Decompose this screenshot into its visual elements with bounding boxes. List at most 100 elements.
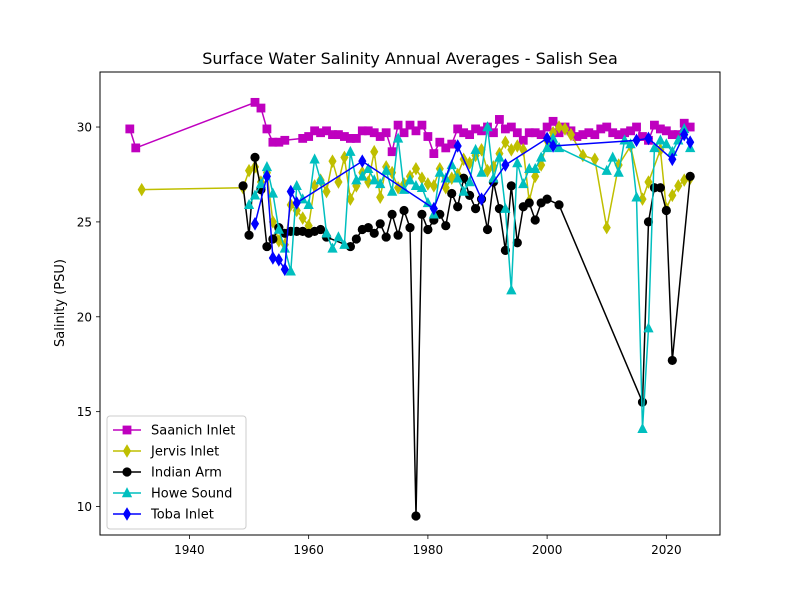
indian-arm-point: [447, 188, 457, 199]
howe-sound-point: [333, 231, 344, 242]
howe-sound-point: [309, 153, 320, 164]
toba-inlet-point: [268, 251, 277, 265]
howe-sound-point: [536, 151, 547, 162]
toba-inlet-point: [680, 127, 689, 142]
howe-sound-point: [434, 166, 445, 177]
legend-item-howe-sound: Howe Sound: [113, 487, 232, 502]
indian-arm-point: [500, 245, 510, 255]
jervis-inlet-point: [137, 182, 146, 197]
saanich-inlet-point: [590, 130, 600, 140]
toba-inlet-point: [262, 169, 271, 184]
toba-inlet-point: [668, 152, 677, 167]
howe-sound-point: [267, 187, 279, 198]
saanich-inlet-point: [423, 132, 433, 141]
indian-arm-point: [268, 234, 278, 244]
jervis-inlet-point: [429, 179, 438, 193]
toba-inlet-point: [644, 131, 653, 146]
toba-inlet-point: [501, 158, 510, 172]
howe-sound-point: [607, 151, 618, 162]
saanich-inlet-point: [125, 124, 135, 134]
saanich-inlet-point: [465, 130, 475, 140]
howe-sound-point: [345, 145, 356, 156]
indian-arm-point: [482, 224, 493, 235]
howe-sound-point: [375, 178, 386, 189]
howe-sound-point: [643, 322, 654, 333]
legend-box: [106, 415, 247, 530]
indian-arm-point: [405, 222, 415, 233]
howe-sound-point: [464, 176, 475, 187]
saanich-inlet-point: [351, 134, 361, 143]
howe-sound-point: [494, 151, 505, 162]
legend-label: Saanich Inlet: [151, 424, 235, 439]
toba-inlet-point: [453, 139, 462, 153]
howe-sound-point: [500, 202, 511, 213]
howe-sound-point: [530, 162, 541, 173]
jervis-inlet-point: [441, 180, 450, 195]
saanich-inlet-point: [602, 122, 612, 132]
jervis-inlet-point: [566, 127, 576, 142]
toba-inlet-point: [543, 131, 552, 146]
legend-marker: [122, 507, 132, 521]
jervis-inlet-point: [507, 143, 516, 157]
indian-arm-point: [387, 209, 397, 219]
saanich-inlet-point: [489, 128, 498, 138]
howe-sound-point: [541, 142, 553, 153]
howe-sound-point: [303, 198, 314, 210]
jervis-inlet-point: [244, 163, 254, 178]
series-indian-arm: [238, 152, 695, 521]
legend-item-jervis-inlet: Jervis Inlet: [113, 444, 219, 460]
x-tick-label: 1940: [174, 543, 205, 557]
indian-arm-point: [262, 241, 272, 252]
legend: Saanich Inlet Jervis Inlet Indian Arm Howe …: [106, 415, 247, 530]
jervis-inlet-point: [531, 169, 540, 184]
indian-arm-point: [554, 200, 564, 210]
jervis-inlet-point: [423, 177, 432, 191]
jervis-inlet-point: [334, 175, 343, 189]
saanich-inlet-point: [131, 143, 141, 153]
saanich-inlet-point: [411, 126, 421, 136]
saanich-inlet-point: [280, 135, 290, 145]
indian-arm-point: [238, 181, 248, 191]
toba-inlet-point: [549, 139, 558, 153]
plot-area: [125, 97, 696, 521]
indian-arm-point: [667, 355, 677, 366]
howe-sound-point: [458, 185, 469, 196]
howe-sound-point: [273, 223, 284, 234]
jervis-inlet-point: [668, 188, 677, 203]
legend-marker: [122, 425, 132, 435]
indian-arm-point: [423, 224, 433, 235]
howe-sound-point: [357, 170, 368, 181]
indian-arm-point: [381, 232, 391, 242]
jervis-inlet-point: [501, 135, 510, 149]
saanich-inlet-point: [429, 149, 439, 158]
toba-inlet-point: [280, 262, 289, 277]
legend-label: Indian Arm: [151, 466, 222, 481]
indian-arm-point: [411, 511, 421, 521]
indian-arm-point: [661, 205, 671, 216]
jervis-inlet-point: [602, 220, 611, 235]
indian-arm-point: [393, 230, 403, 240]
y-tick-label: 10: [77, 500, 92, 514]
saanich-inlet-point: [548, 116, 558, 126]
series-toba-inlet: [250, 127, 695, 277]
howe-sound-point: [649, 142, 660, 153]
indian-arm-point: [441, 221, 451, 231]
axes-frame: [99, 71, 721, 536]
indian-arm-point: [542, 194, 552, 204]
jervis-inlet-point: [578, 148, 587, 163]
howe-sound-point: [369, 174, 380, 185]
indian-arm-point: [369, 228, 379, 238]
saanich-inlet-point: [381, 128, 391, 138]
howe-sound-point: [601, 164, 612, 175]
howe-sound-point: [506, 284, 517, 295]
chart-title: Surface Water Salinity Annual Averages -…: [202, 49, 618, 68]
howe-sound-point: [416, 181, 428, 192]
legend-item-toba-inlet: Toba Inlet: [113, 507, 214, 523]
indian-arm-point: [363, 222, 373, 233]
indian-arm-point: [417, 209, 427, 219]
howe-sound-point: [613, 166, 624, 177]
y-tick-label: 25: [77, 215, 92, 229]
howe-sound-point: [482, 121, 493, 132]
saanich-inlet-point: [417, 120, 427, 130]
howe-sound-point: [255, 178, 267, 189]
